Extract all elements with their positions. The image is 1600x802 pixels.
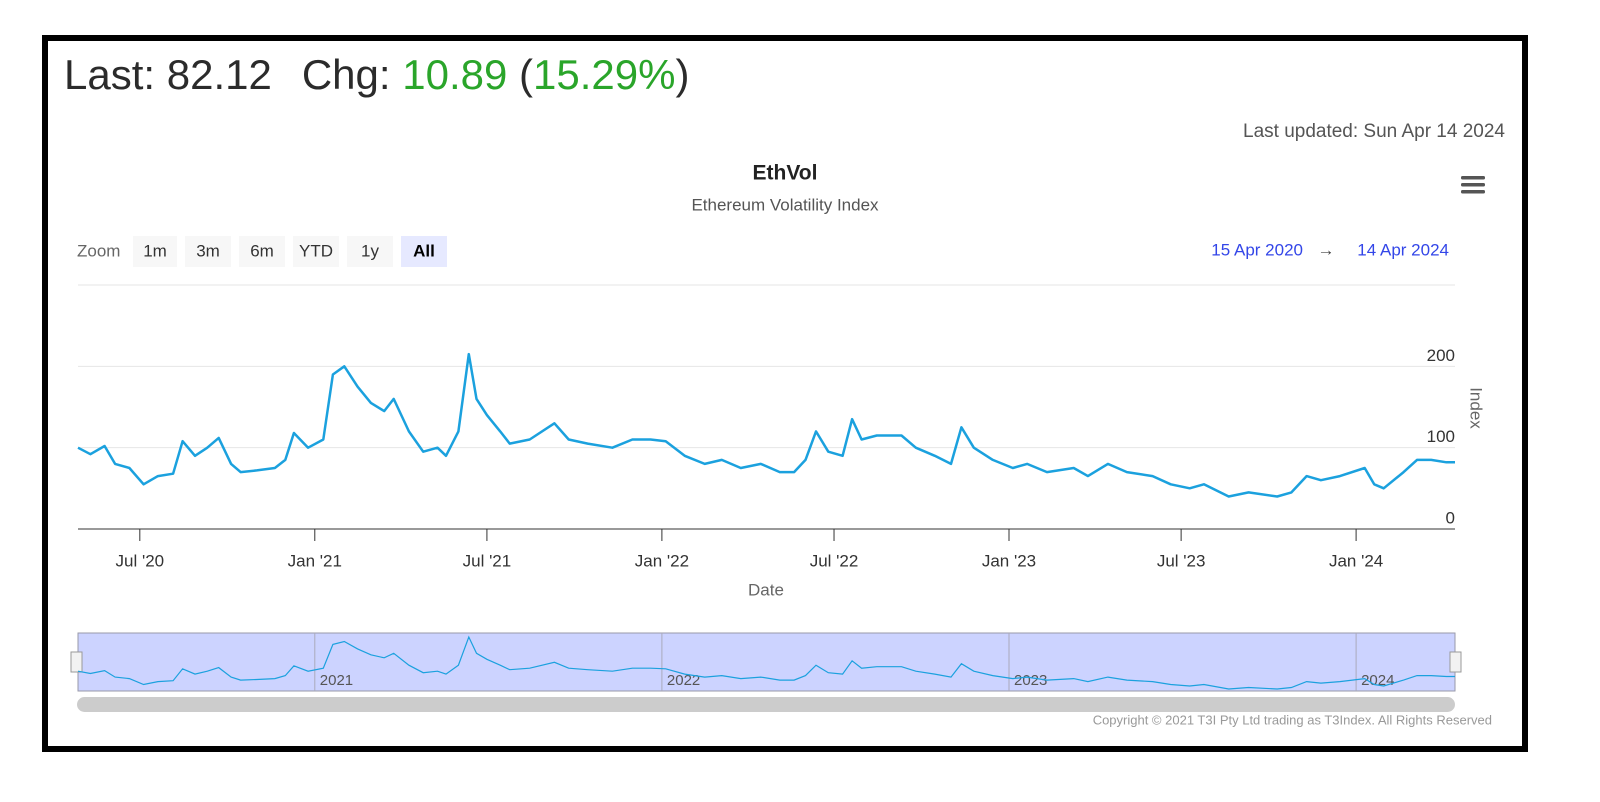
zoom-button[interactable] (347, 236, 393, 267)
menu-button[interactable] (1461, 176, 1485, 194)
zoom-button-label[interactable]: YTD (299, 241, 333, 260)
scrollbar[interactable] (77, 697, 1455, 712)
menu-bar (1461, 183, 1485, 187)
navigator-handle[interactable] (70, 651, 83, 673)
zoom-button-label[interactable]: 1m (143, 241, 167, 260)
x-tick-label: Jan '22 (635, 551, 689, 570)
zoom-button-label[interactable]: All (413, 241, 435, 260)
zoom-button[interactable] (293, 236, 339, 267)
range-from[interactable]: 15 Apr 2020 (1211, 240, 1303, 259)
x-tick-label: Jul '22 (810, 551, 859, 570)
x-tick-label: Jan '21 (288, 551, 342, 570)
y-axis-title: Index (1467, 387, 1486, 429)
y-tick-label: 100 (1427, 427, 1455, 446)
y-tick-label: 200 (1427, 346, 1455, 365)
navigator-handle[interactable] (1449, 651, 1462, 673)
range-arrow: → (1318, 240, 1335, 259)
range-to[interactable]: 14 Apr 2024 (1357, 240, 1449, 259)
paren: ( (519, 51, 533, 98)
navigator-series (77, 635, 1455, 690)
navigator-tick-label: 2021 (320, 672, 353, 689)
copyright: Copyright © 2021 T3I Pty Ltd trading as … (1093, 712, 1492, 727)
x-tick-label: Jul '20 (116, 551, 165, 570)
chart-subtitle: Ethereum Volatility Index (691, 195, 879, 214)
chg-label: Chg: (302, 51, 391, 98)
header: Last: 82.12 Chg: 10.89 (15.29%) (64, 51, 689, 98)
zoom-button[interactable] (185, 236, 231, 267)
chg-pct: 15.29% (533, 51, 675, 98)
last-value: 82.12 (167, 51, 272, 98)
navigator-tick-label: 2022 (667, 672, 700, 689)
x-axis-title: Date (748, 580, 784, 599)
line-series (77, 352, 1456, 498)
navigator-tick-label: 2023 (1014, 672, 1047, 689)
x-tick-label: Jan '24 (1329, 551, 1383, 570)
chart-title: EthVol (753, 162, 818, 185)
zoom-button[interactable] (133, 236, 177, 267)
zoom-button[interactable] (401, 236, 447, 267)
paren: ) (675, 51, 689, 98)
zoom-button-label[interactable]: 1y (361, 241, 379, 260)
last-updated: Last updated: Sun Apr 14 2024 (1243, 121, 1505, 142)
navigator[interactable] (77, 632, 1456, 692)
y-tick-label: 0 (1446, 508, 1455, 527)
chg-value: 10.89 (402, 51, 507, 98)
zoom-button[interactable] (239, 236, 285, 267)
navigator-tick-label: 2024 (1361, 672, 1394, 689)
zoom-button-label[interactable]: 3m (196, 241, 220, 260)
menu-bar (1461, 176, 1485, 180)
last-label: Last: (64, 51, 155, 98)
x-tick-label: Jul '21 (463, 551, 512, 570)
menu-bar (1461, 190, 1485, 194)
x-tick-label: Jan '23 (982, 551, 1036, 570)
zoom-label: Zoom (77, 241, 120, 260)
zoom-button-label[interactable]: 6m (250, 241, 274, 260)
x-tick-label: Jul '23 (1157, 551, 1206, 570)
